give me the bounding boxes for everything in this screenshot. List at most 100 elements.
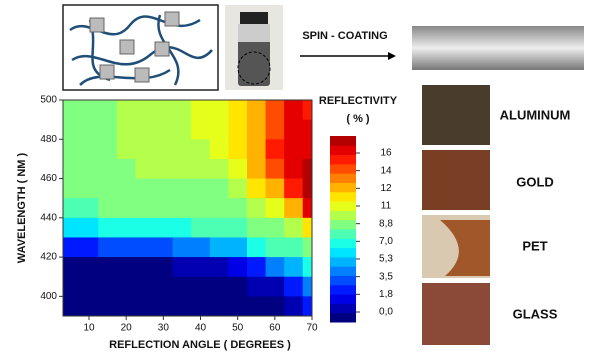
contour-cell — [116, 276, 137, 297]
contour-cell — [191, 198, 211, 219]
contour-cell — [154, 119, 174, 140]
contour-cell — [246, 276, 267, 297]
contour-cell — [98, 158, 118, 180]
arrow — [300, 52, 396, 60]
contour-cell — [228, 296, 248, 316]
contour-cell — [172, 119, 192, 140]
contour-cell — [209, 237, 229, 258]
colorbar-band — [330, 210, 356, 221]
contour-cell — [135, 217, 155, 239]
colorbar-tick-label: 1,8 — [379, 289, 393, 300]
contour-cell — [284, 217, 304, 239]
process-label: SPIN - COATING — [302, 30, 387, 42]
contour-cell — [284, 119, 304, 140]
contour-cell — [172, 178, 192, 199]
contour-cell — [154, 139, 174, 160]
contour-cell — [228, 139, 248, 160]
substrate-label: ALUMINUM — [500, 107, 571, 122]
colorbar-band — [330, 173, 356, 183]
contour-cell — [246, 217, 267, 239]
colorbar-band — [330, 163, 356, 174]
contour-cell — [172, 198, 192, 219]
contour-cell — [63, 100, 81, 121]
colorbar-band — [330, 294, 356, 304]
contour-cell — [79, 257, 99, 278]
colorbar-band — [330, 136, 356, 146]
colorbar-tick-label: 16 — [380, 148, 392, 159]
contour-cell — [172, 217, 192, 239]
substrate-label: PET — [522, 238, 547, 253]
x-axis-label: REFLECTION ANGLE ( DEGREES ) — [109, 339, 291, 351]
contour-cell — [302, 139, 312, 160]
contour-cell — [154, 257, 174, 278]
contour-cell — [116, 198, 137, 219]
contour-cell — [63, 276, 81, 297]
contour-cell — [228, 100, 248, 121]
polymer-sketch — [62, 4, 219, 91]
contour-cell — [79, 276, 99, 297]
contour-cell — [284, 178, 304, 199]
contour-cell — [302, 198, 312, 219]
contour-cell — [265, 217, 285, 239]
contour-cell — [265, 178, 285, 199]
contour-cell — [154, 100, 174, 121]
contour-cell — [265, 139, 285, 160]
y-tick-label: 500 — [40, 95, 57, 106]
contour-cell — [154, 217, 174, 239]
contour-cell — [284, 296, 304, 316]
contour-cell — [79, 119, 99, 140]
contour-cell — [116, 119, 137, 140]
contour-cell — [79, 296, 99, 316]
contour-cell — [116, 178, 137, 199]
contour-cell — [98, 237, 118, 258]
plot-frame — [62, 99, 313, 317]
contour-cell — [154, 178, 174, 199]
colorbar-tick-label: 7,0 — [379, 236, 393, 247]
colorbar-band — [330, 191, 356, 202]
contour-cell — [63, 139, 81, 160]
contour-cell — [302, 119, 312, 140]
colorbar-band — [330, 182, 356, 193]
contour-cell — [302, 158, 312, 180]
y-tick-label: 480 — [40, 134, 57, 145]
contour-cell — [135, 139, 155, 160]
colorbar-band — [330, 238, 356, 249]
vial-photo — [225, 5, 283, 90]
contour-cell — [302, 178, 312, 199]
contour-cell — [135, 257, 155, 278]
contour-cell — [302, 217, 312, 239]
contour-cell — [116, 100, 137, 121]
contour-cell — [63, 178, 81, 199]
contour-cell — [209, 198, 229, 219]
colorbar-band — [330, 229, 356, 239]
colorbar-band — [330, 154, 356, 165]
contour-cell — [228, 276, 248, 297]
colorbar-band — [330, 303, 356, 314]
colorbar-band — [330, 219, 356, 230]
colorbar-tick-label: 0,0 — [379, 307, 393, 318]
contour-cell — [79, 139, 99, 160]
contour-cell — [191, 296, 211, 316]
contour-cell — [98, 296, 118, 316]
colorbar-title: REFLECTIVITY — [319, 95, 398, 107]
contour-cell — [246, 296, 267, 316]
substrate-label: GLASS — [513, 306, 558, 321]
contour-cell — [209, 178, 229, 199]
contour-cell — [246, 198, 267, 219]
contour-cell — [209, 217, 229, 239]
contour-cell — [228, 119, 248, 140]
contour-cell — [265, 119, 285, 140]
contour-cell — [63, 296, 81, 316]
contour-cell — [191, 119, 211, 140]
substrate-label: GOLD — [516, 174, 554, 189]
contour-cell — [265, 158, 285, 180]
contour-cell — [191, 139, 211, 160]
contour-cell — [63, 158, 81, 180]
contour-cell — [135, 100, 155, 121]
contour-cell — [172, 296, 192, 316]
contour-cell — [98, 100, 118, 121]
contour-cell — [191, 276, 211, 297]
y-tick-label: 420 — [40, 252, 57, 263]
contour-cell — [172, 257, 192, 278]
contour-cell — [302, 257, 312, 278]
